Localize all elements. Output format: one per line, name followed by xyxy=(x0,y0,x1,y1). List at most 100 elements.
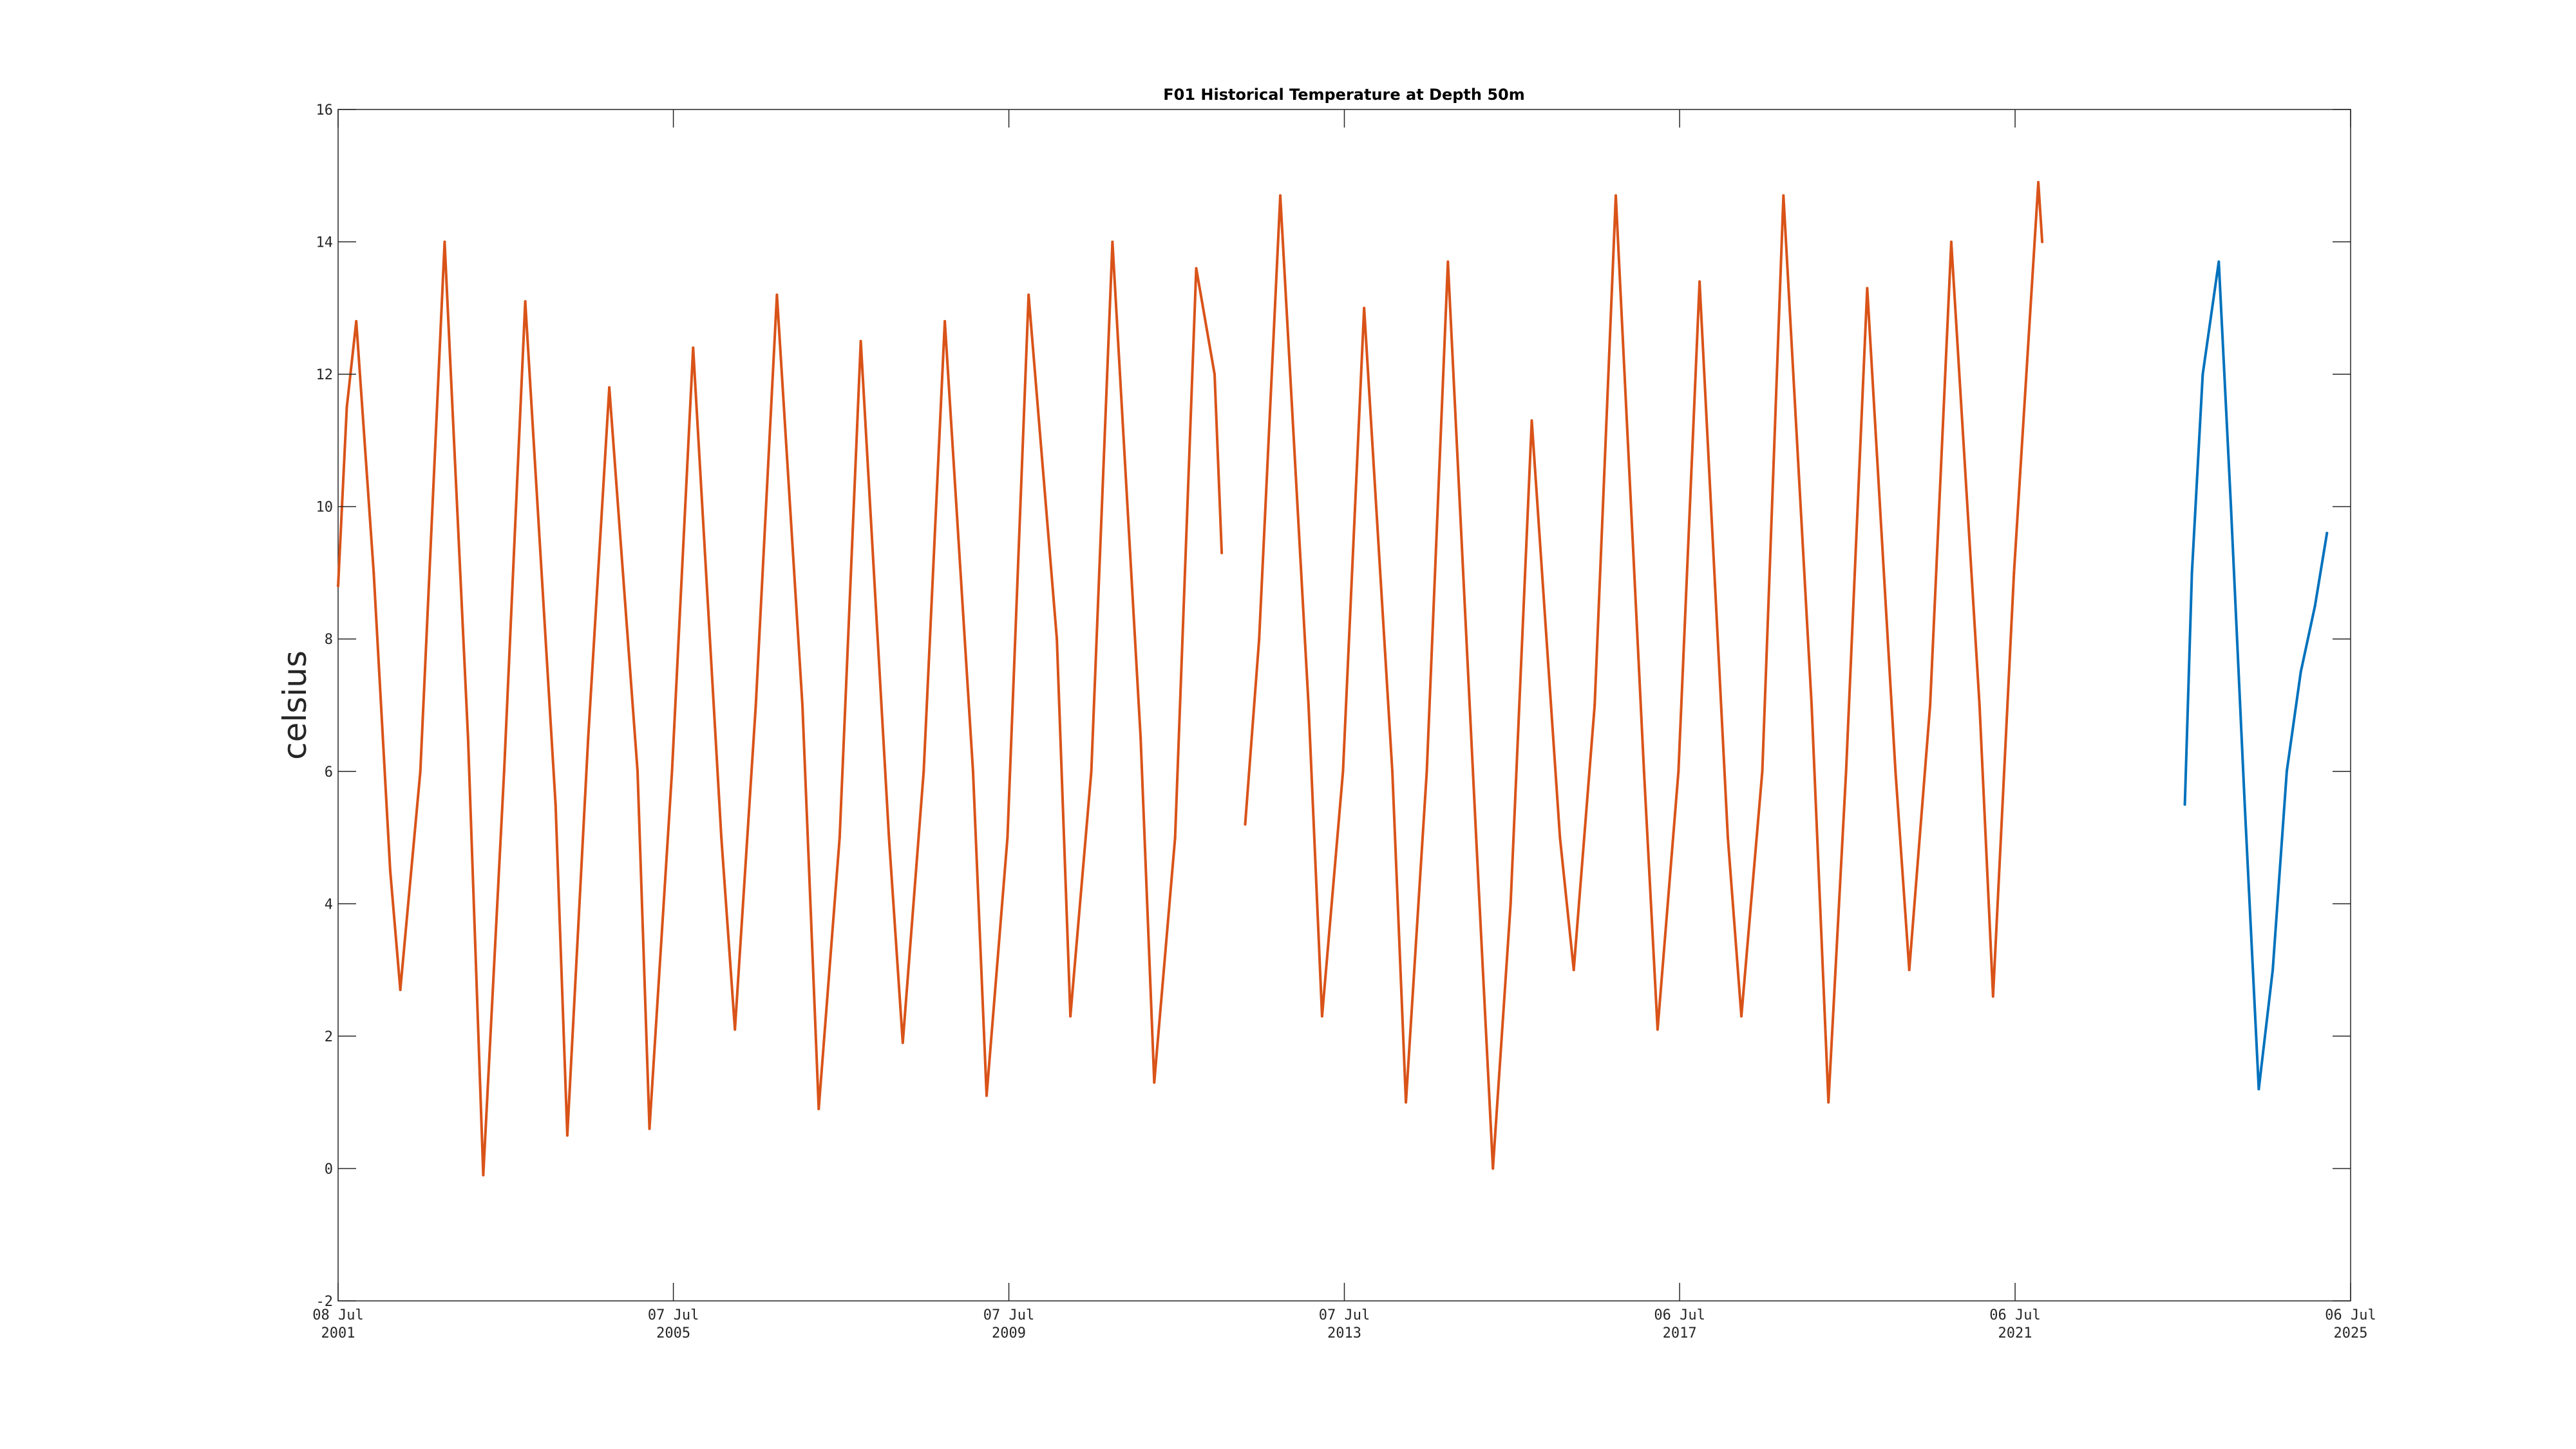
series-0-point xyxy=(636,770,639,773)
series-0-point xyxy=(1056,638,1059,641)
series-layer xyxy=(337,181,2329,1177)
series-0-point xyxy=(1656,1028,1659,1031)
series-1-point xyxy=(2217,260,2221,263)
series-0-point xyxy=(648,1127,651,1130)
series-0-point xyxy=(355,319,358,323)
ticks-layer: -2 0 2 4 6 8 10 12 14 16 08 Jul 2001 07 Jul 2005 07 Ju… xyxy=(312,102,2376,1341)
series-1-point xyxy=(2230,505,2233,508)
series-0-point xyxy=(922,770,925,773)
series-0-point xyxy=(1391,770,1394,773)
series-1-point xyxy=(2183,803,2186,806)
series-0-point xyxy=(901,1041,904,1045)
series-0-point xyxy=(399,988,402,991)
series-0-line-segment-0 xyxy=(337,240,1224,1177)
y-axis-label: celsius xyxy=(276,650,314,760)
series-0-point xyxy=(1642,770,1645,773)
series-0-point xyxy=(1341,770,1345,773)
series-0-point xyxy=(1027,293,1030,296)
x-tick-label-day: 07 Jul xyxy=(648,1307,699,1323)
series-0-point xyxy=(1320,1015,1323,1018)
series-0-point xyxy=(1782,194,1785,197)
series-0-point xyxy=(419,770,422,773)
series-0-point xyxy=(1446,260,1450,263)
series-1-line-segment-0 xyxy=(2183,260,2329,1091)
series-0-point xyxy=(1894,770,1897,773)
series-0-point xyxy=(1006,836,1009,839)
series-0-point xyxy=(337,585,339,587)
y-tick-label: 4 xyxy=(325,896,333,913)
series-0-point xyxy=(1726,836,1729,839)
series-0-point xyxy=(1139,737,1142,740)
series-0-point xyxy=(817,1107,820,1110)
series-1-point xyxy=(2243,803,2246,806)
chart-title: F01 Historical Temperature at Depth 50m xyxy=(1163,86,1524,104)
y-tick-label: 8 xyxy=(325,632,333,648)
x-tick-label-year: 2001 xyxy=(321,1325,355,1341)
series-0-point xyxy=(670,770,674,773)
series-0-point xyxy=(1827,1101,1830,1104)
x-tick-label-day: 07 Jul xyxy=(1319,1307,1370,1323)
series-0-point xyxy=(1258,638,1261,641)
x-tick-label-year: 2009 xyxy=(992,1325,1026,1341)
series-0-point xyxy=(985,1094,988,1097)
series-0-point xyxy=(734,1028,737,1031)
series-0-point xyxy=(1307,704,1310,706)
series-0-point xyxy=(1405,1101,1408,1104)
series-1-point xyxy=(2271,969,2275,972)
series-0-point xyxy=(1220,551,1224,554)
series-0-point xyxy=(1195,267,1198,270)
series-0-point xyxy=(859,339,862,343)
series-0-point xyxy=(1090,770,1093,773)
x-tick-label-year: 2013 xyxy=(1327,1325,1361,1341)
series-1-point xyxy=(2257,1088,2260,1091)
series-0-point xyxy=(372,571,375,574)
series-0-point xyxy=(1244,823,1247,826)
series-0-point xyxy=(1908,969,1911,972)
series-0-point xyxy=(887,836,891,839)
series-1-point xyxy=(2325,531,2329,535)
series-1-point xyxy=(2201,373,2204,376)
series-0-point xyxy=(1844,770,1848,773)
series-0-point xyxy=(1572,969,1575,972)
series-0-point xyxy=(1492,1167,1495,1170)
x-tick-label-day: 06 Jul xyxy=(1654,1307,1705,1323)
series-0-point xyxy=(2012,571,2016,574)
series-0-point xyxy=(1593,704,1596,706)
series-1-point xyxy=(2190,571,2193,574)
series-0-point xyxy=(1475,836,1478,839)
series-0-point xyxy=(1425,770,1428,773)
series-0-point xyxy=(482,1173,485,1177)
series-0-point xyxy=(971,770,974,773)
plot-area xyxy=(337,109,2351,1302)
x-tick-label-day: 06 Jul xyxy=(1989,1307,2040,1323)
series-0-point xyxy=(2037,181,2040,184)
series-0-point xyxy=(1111,240,1114,243)
series-0-point xyxy=(800,704,804,706)
x-tick-label-year: 2025 xyxy=(2334,1325,2368,1341)
series-0-point xyxy=(1949,240,1953,243)
series-0-point xyxy=(388,869,392,872)
x-tick-label-year: 2005 xyxy=(656,1325,690,1341)
series-0-point xyxy=(524,300,527,303)
y-tick-label: 12 xyxy=(316,367,334,383)
y-tick-label: 6 xyxy=(325,764,333,781)
series-0-point xyxy=(2041,240,2044,243)
series-0-point xyxy=(1740,1015,1743,1018)
series-0-point xyxy=(1363,307,1366,310)
series-0-point xyxy=(1069,1015,1072,1018)
series-0-point xyxy=(443,240,446,243)
series-0-point xyxy=(1677,770,1680,773)
series-0-point xyxy=(1698,280,1701,283)
series-0-point xyxy=(1213,373,1217,376)
series-0-point xyxy=(1978,704,1981,706)
series-0-point xyxy=(1614,194,1617,197)
x-tick-label-day: 06 Jul xyxy=(2325,1307,2376,1323)
series-0-point xyxy=(345,406,348,409)
y-tick-label: 16 xyxy=(316,102,334,118)
series-0-point xyxy=(587,737,590,740)
series-0-point xyxy=(1530,419,1533,422)
series-0-point xyxy=(1279,194,1282,197)
series-0-point xyxy=(720,836,723,839)
series-0-line-segment-1 xyxy=(1244,181,2044,1170)
